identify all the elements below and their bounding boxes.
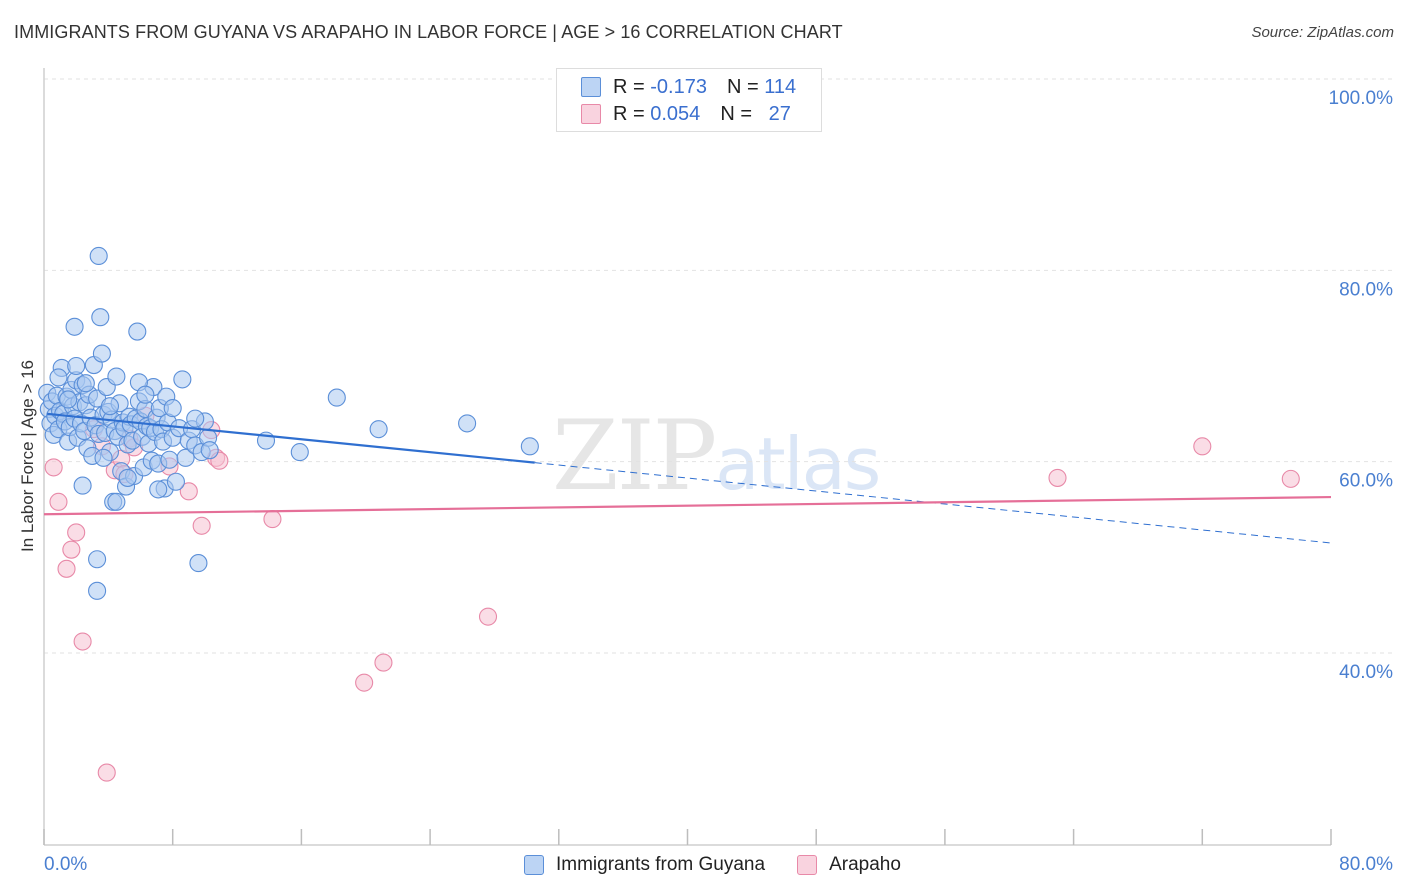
watermark: ZIPatlas [552, 400, 881, 512]
watermark-zip: ZIP [552, 400, 717, 512]
guyana-point [89, 246, 108, 266]
guyana-point [128, 322, 147, 341]
stats-row-arapaho: R = 0.054 N = 27 [581, 102, 791, 126]
legend-guyana-label: Immigrants from Guyana [556, 854, 766, 875]
guyana-point [369, 420, 388, 439]
guyana-point [163, 399, 182, 418]
arapaho-n-value: 27 [768, 102, 791, 125]
guyana-n-label: N = [726, 75, 759, 98]
arapaho-point [67, 523, 86, 542]
guyana-n-value: 114 [764, 75, 797, 98]
arapaho-point [1281, 469, 1300, 488]
arapaho-point [73, 632, 92, 651]
arapaho-point [44, 458, 63, 477]
guyana-point [176, 448, 195, 467]
guyana-point [67, 356, 86, 376]
chart-title: IMMIGRANTS FROM GUYANA VS ARAPAHO IN LAB… [14, 22, 843, 42]
guyana-point [327, 388, 346, 407]
guyana-point [149, 480, 168, 499]
x-tick-label: 80.0% [1339, 854, 1393, 875]
guyana-point [136, 385, 155, 404]
series-legend: Immigrants from Guyana Arapaho [524, 852, 933, 878]
stats-row-guyana: R = -0.173 N = 114 [581, 75, 796, 99]
legend-arapaho-label: Arapaho [829, 854, 901, 875]
watermark-atlas: atlas [715, 422, 881, 506]
arapaho-swatch [581, 104, 601, 124]
guyana-point [88, 581, 107, 600]
source-label: Source: ZipAtlas.com [1251, 24, 1394, 41]
y-tick-label: 60.0% [1339, 471, 1393, 492]
legend-guyana-swatch [524, 855, 544, 875]
guyana-point [65, 317, 84, 336]
guyana-point [94, 448, 113, 467]
guyana-point [520, 437, 539, 456]
y-tick-label: 100.0% [1329, 88, 1394, 109]
arapaho-point [355, 673, 374, 692]
guyana-point [160, 450, 179, 469]
arapaho-point [478, 607, 498, 626]
arapaho-point [49, 492, 68, 511]
guyana-point [118, 468, 137, 487]
guyana-point [49, 368, 68, 387]
guyana-point [76, 374, 95, 393]
guyana-point [92, 344, 111, 363]
arapaho-trend-line [43, 495, 1332, 516]
guyana-point [200, 441, 219, 460]
guyana-point [189, 554, 208, 573]
guyana-point [458, 414, 477, 433]
legend-item-guyana[interactable]: Immigrants from Guyana [524, 854, 765, 876]
guyana-r-label: R = [613, 75, 645, 98]
arapaho-point [179, 482, 198, 501]
guyana-point [59, 390, 78, 409]
arapaho-point [97, 763, 116, 782]
arapaho-point [263, 510, 282, 529]
guyana-r-value: -0.173 [650, 75, 707, 98]
guyana-point [73, 476, 92, 495]
arapaho-point [1048, 468, 1067, 487]
guyana-trend-line [47, 412, 535, 464]
guyana-point [173, 370, 192, 389]
arapaho-r-value: 0.054 [650, 102, 701, 125]
arapaho-point [62, 540, 81, 559]
guyana-point [88, 550, 107, 569]
arapaho-point [57, 559, 76, 578]
arapaho-point [192, 516, 211, 535]
legend-item-arapaho[interactable]: Arapaho [797, 854, 901, 876]
guyana-point [100, 397, 120, 416]
x-tick-label: 0.0% [44, 854, 87, 875]
arapaho-r-label: R = [613, 102, 645, 125]
guyana-point [186, 409, 205, 428]
guyana-point [107, 367, 126, 386]
guyana-swatch [581, 77, 601, 97]
arapaho-n-label: N = [720, 102, 752, 125]
arapaho-point [374, 653, 393, 672]
guyana-point [166, 472, 185, 491]
arapaho-point [1193, 437, 1212, 456]
legend-arapaho-swatch [797, 855, 818, 875]
guyana-point [107, 492, 126, 511]
guyana-point [290, 443, 309, 462]
stats-legend: R = -0.173 N = 114 R = 0.054 N = 27 [556, 68, 822, 132]
y-tick-label: 80.0% [1339, 279, 1393, 300]
guyana-point [91, 308, 110, 327]
y-tick-label: 40.0% [1339, 662, 1393, 683]
